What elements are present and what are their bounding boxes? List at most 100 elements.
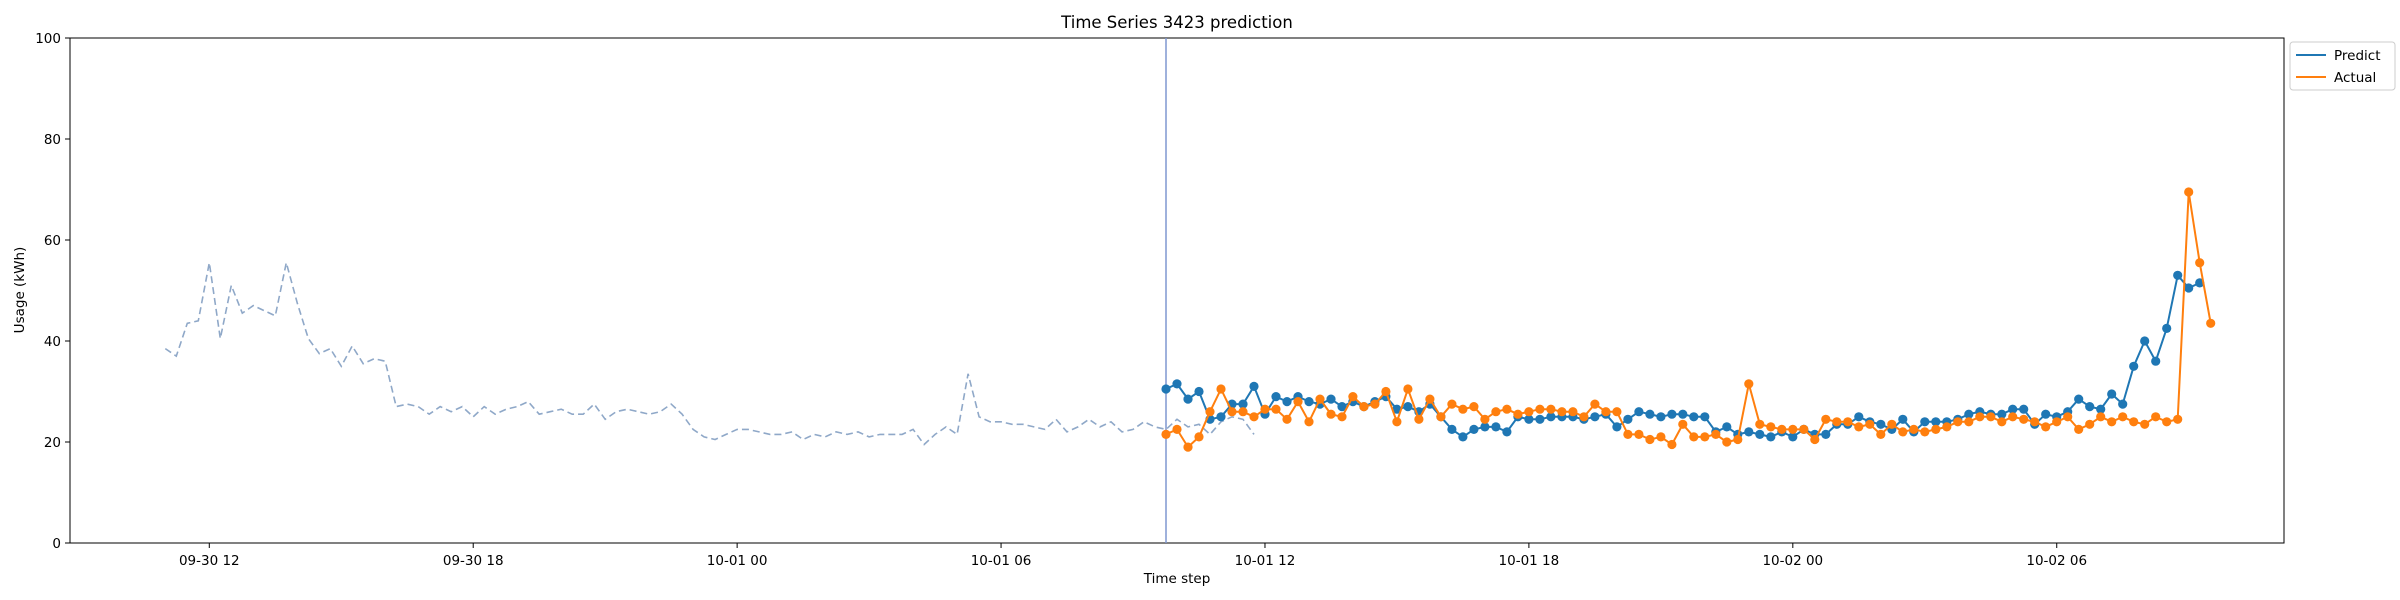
actual-point [2052, 417, 2062, 427]
actual-point [1920, 427, 1930, 437]
actual-point [1370, 399, 1380, 409]
actual-point [1425, 394, 1435, 404]
actual-point [1491, 407, 1501, 417]
actual-point [1590, 399, 1600, 409]
predict-point [2151, 356, 2161, 366]
actual-point [1238, 407, 1248, 417]
x-tick-label: 10-01 18 [1499, 553, 1560, 569]
predict-point [1700, 412, 1710, 422]
actual-point [1953, 417, 1963, 427]
actual-point [2129, 417, 2139, 427]
actual-point [2085, 419, 2095, 429]
actual-point [2063, 412, 2073, 422]
actual-point [1216, 384, 1226, 394]
actual-point [1612, 407, 1622, 417]
actual-point [2151, 412, 2161, 422]
x-axis-label: Time step [1143, 571, 1211, 587]
predict-point [1755, 429, 1765, 439]
actual-point [2107, 417, 2117, 427]
x-tick-label: 10-01 06 [971, 553, 1032, 569]
actual-point [1744, 379, 1754, 389]
predict-point [1722, 422, 1732, 432]
actual-point [1865, 419, 1875, 429]
predict-point [1502, 427, 1512, 437]
actual-point [1986, 412, 1996, 422]
actual-point [1711, 429, 1721, 439]
actual-point [2184, 187, 2194, 197]
y-axis-label: Usage (kWh) [12, 247, 28, 334]
predict-point [2173, 270, 2183, 280]
actual-point [1876, 429, 1886, 439]
predict-point [1590, 412, 1600, 422]
legend-predict-label: Predict [2334, 48, 2381, 64]
predict-point [1238, 399, 1248, 409]
actual-point [1403, 384, 1413, 394]
actual-point [2096, 412, 2106, 422]
actual-point [2140, 419, 2150, 429]
actual-point [1931, 424, 1941, 434]
actual-point [1447, 399, 1457, 409]
predict-point [2140, 336, 2150, 346]
actual-point [1480, 414, 1490, 424]
predict-point [1678, 409, 1688, 419]
x-tick-label: 10-01 00 [707, 553, 768, 569]
predict-point [2008, 404, 2018, 414]
actual-point [1392, 417, 1402, 427]
predict-point [1535, 414, 1545, 424]
actual-point [1249, 412, 1259, 422]
predict-point [2074, 394, 2084, 404]
actual-point [1524, 407, 1534, 417]
actual-point [1359, 402, 1369, 412]
actual-point [1513, 409, 1523, 419]
actual-point [2195, 258, 2205, 268]
actual-point [2173, 414, 2183, 424]
predict-point [1931, 417, 1941, 427]
predict-point [1612, 422, 1622, 432]
predict-point [1403, 402, 1413, 412]
predict-point [1689, 412, 1699, 422]
predict-point [1326, 394, 1336, 404]
actual-point [1502, 404, 1512, 414]
actual-point [1909, 424, 1919, 434]
predict-point [2019, 404, 2029, 414]
actual-point [1777, 424, 1787, 434]
actual-point [1788, 424, 1798, 434]
predict-point [1480, 422, 1490, 432]
actual-point [1689, 432, 1699, 442]
actual-point [1293, 397, 1303, 407]
actual-point [1535, 404, 1545, 414]
predict-point [1337, 402, 1347, 412]
predict-point [1194, 386, 1204, 397]
actual-point [2074, 424, 2084, 434]
actual-point [2019, 414, 2029, 424]
predict-point [1766, 432, 1776, 442]
x-tick-label: 09-30 12 [179, 553, 240, 569]
predict-point [1216, 412, 1226, 422]
actual-point [1755, 419, 1765, 429]
predict-point [2096, 404, 2106, 414]
actual-point [1722, 437, 1732, 447]
actual-point [1799, 424, 1809, 434]
actual-point [1601, 407, 1611, 417]
actual-point [1381, 386, 1391, 397]
actual-point [1634, 429, 1644, 439]
x-tick-label: 09-30 18 [443, 553, 504, 569]
actual-point [1194, 432, 1204, 442]
actual-point [1205, 407, 1215, 417]
actual-point [1436, 412, 1446, 422]
predict-point [1854, 412, 1864, 422]
x-axis: 09-30 12 09-30 18 10-01 00 10-01 06 10-01 12… [179, 543, 2087, 569]
actual-point [1623, 429, 1633, 439]
actual-point [1568, 407, 1578, 417]
predict-point [1821, 429, 1831, 439]
predict-point [1788, 432, 1798, 442]
predict-point [1458, 432, 1468, 442]
predict-point [1304, 397, 1314, 407]
actual-point [2030, 417, 2040, 427]
actual-point [1854, 422, 1864, 432]
chart-title: Time Series 3423 prediction [1060, 13, 1293, 32]
predict-point [2184, 283, 2194, 293]
predict-point [2162, 323, 2172, 333]
actual-point [1667, 439, 1677, 450]
